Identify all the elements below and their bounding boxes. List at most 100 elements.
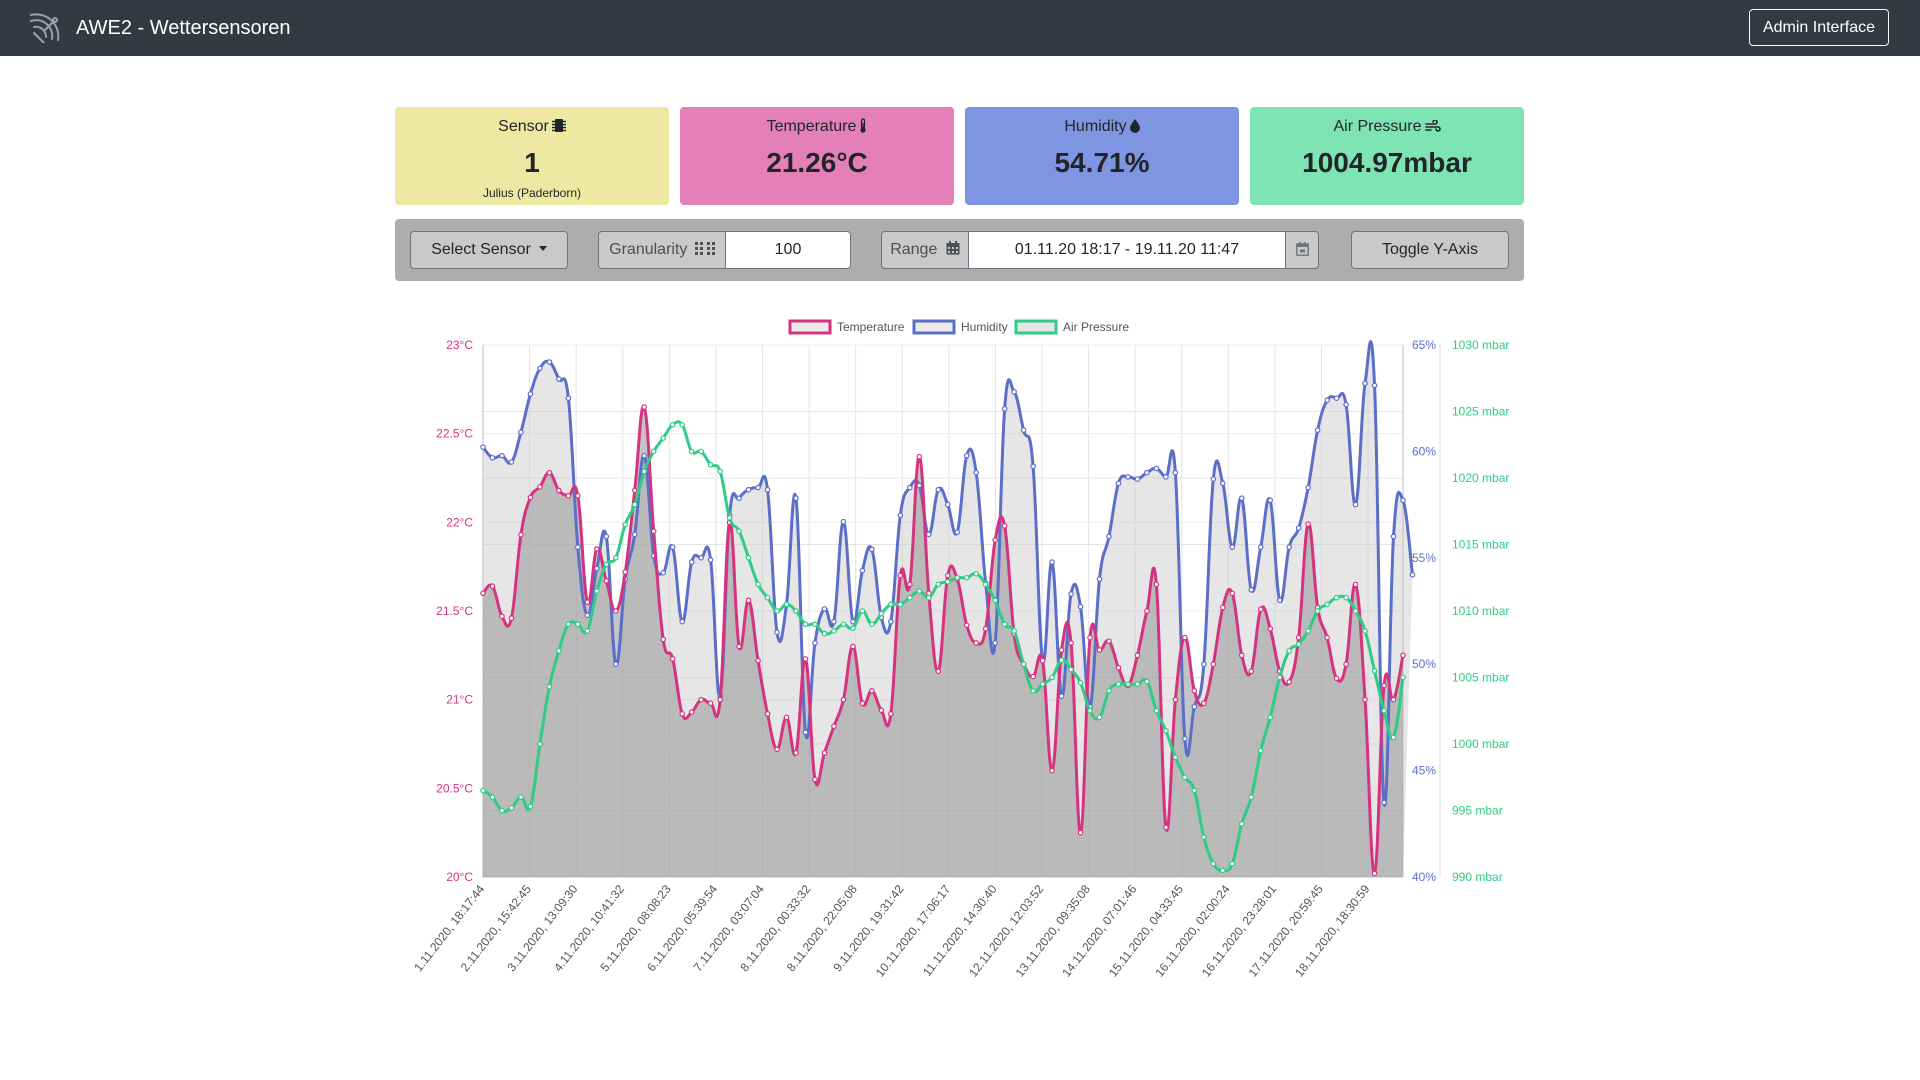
data-point-air-pressure bbox=[1248, 794, 1255, 801]
data-point-temperature bbox=[1087, 634, 1093, 641]
app-title[interactable]: AWE2 - Wettersensoren bbox=[76, 17, 291, 39]
x-tick-label: 8.11.2020, 00:33:32 bbox=[737, 882, 813, 974]
data-point-air-pressure bbox=[1201, 834, 1207, 840]
select-sensor-dropdown[interactable]: Select Sensor bbox=[410, 231, 568, 269]
data-point-humidity bbox=[1020, 427, 1027, 433]
data-point-air-pressure bbox=[992, 597, 998, 604]
data-point-humidity bbox=[1182, 735, 1188, 742]
data-point-temperature bbox=[641, 404, 648, 410]
data-point-air-pressure bbox=[1362, 628, 1368, 634]
granularity-addon: Granularity bbox=[598, 231, 726, 269]
calendar-icon bbox=[946, 241, 960, 255]
data-point-temperature bbox=[508, 615, 515, 621]
data-point-air-pressure bbox=[1125, 681, 1131, 687]
data-point-temperature bbox=[1305, 521, 1311, 527]
data-point-humidity bbox=[1238, 495, 1245, 502]
data-point-humidity bbox=[518, 429, 524, 436]
data-point-temperature bbox=[1134, 652, 1141, 659]
range-calendar-button[interactable] bbox=[1285, 231, 1319, 269]
data-point-air-pressure bbox=[821, 630, 828, 637]
data-point-temperature bbox=[707, 700, 714, 707]
data-point-humidity bbox=[698, 554, 704, 561]
data-point-air-pressure bbox=[1238, 820, 1245, 827]
data-point-temperature bbox=[1371, 870, 1378, 877]
data-point-air-pressure bbox=[1077, 680, 1084, 686]
satellite-dish-icon[interactable] bbox=[28, 13, 62, 43]
data-point-air-pressure bbox=[641, 468, 648, 475]
data-point-temperature bbox=[1153, 581, 1160, 588]
droplet-icon bbox=[1129, 119, 1140, 133]
y-tick-temperature: 23°C bbox=[446, 338, 473, 352]
data-point-air-pressure bbox=[1030, 687, 1036, 694]
data-point-temperature bbox=[973, 640, 979, 646]
data-point-humidity bbox=[1172, 469, 1179, 476]
data-point-temperature bbox=[698, 696, 704, 703]
x-tick-label: 9.11.2020, 19:31:42 bbox=[830, 882, 906, 974]
data-point-temperature bbox=[736, 643, 742, 650]
series-area-humidity bbox=[483, 341, 1413, 877]
data-point-air-pressure bbox=[518, 794, 524, 801]
data-point-temperature bbox=[1324, 634, 1330, 641]
y-tick-pressure: 1010 mbar bbox=[1452, 604, 1509, 618]
data-point-temperature bbox=[1077, 829, 1084, 836]
data-point-temperature bbox=[480, 590, 486, 597]
legend-label: Temperature bbox=[837, 320, 905, 334]
data-point-humidity bbox=[764, 486, 771, 493]
y-tick-humidity: 40% bbox=[1412, 870, 1436, 884]
data-point-temperature bbox=[764, 711, 771, 717]
data-point-temperature bbox=[1257, 606, 1264, 613]
data-point-humidity bbox=[745, 486, 752, 493]
toggle-y-axis-button[interactable]: Toggle Y-Axis bbox=[1351, 231, 1509, 269]
data-point-temperature bbox=[783, 714, 790, 721]
data-point-humidity bbox=[499, 452, 505, 459]
data-point-humidity bbox=[774, 629, 780, 636]
y-tick-pressure: 1005 mbar bbox=[1452, 671, 1509, 685]
data-point-air-pressure bbox=[982, 581, 989, 588]
range-input[interactable]: 01.11.20 18:17 - 19.11.20 11:47 bbox=[968, 231, 1286, 269]
x-tick-label: 2.11.2020, 15:42:45 bbox=[458, 882, 534, 974]
data-point-humidity bbox=[480, 444, 486, 450]
data-point-air-pressure bbox=[527, 803, 534, 810]
data-point-air-pressure bbox=[944, 578, 951, 585]
data-point-air-pressure bbox=[1049, 674, 1055, 681]
data-point-air-pressure bbox=[1106, 687, 1112, 694]
data-point-air-pressure bbox=[631, 501, 638, 508]
data-point-air-pressure bbox=[603, 561, 610, 568]
data-point-air-pressure bbox=[897, 601, 904, 608]
y-tick-pressure: 995 mbar bbox=[1452, 804, 1503, 818]
data-point-humidity bbox=[925, 531, 932, 538]
data-point-temperature bbox=[745, 597, 752, 604]
data-point-humidity bbox=[622, 576, 629, 582]
data-point-temperature bbox=[726, 519, 733, 526]
data-point-temperature bbox=[1314, 604, 1321, 611]
series-line-humidity bbox=[481, 340, 1414, 807]
data-point-temperature bbox=[1267, 625, 1274, 632]
granularity-input[interactable]: 100 bbox=[725, 231, 851, 269]
data-point-temperature bbox=[1115, 664, 1122, 671]
data-point-air-pressure bbox=[565, 621, 572, 628]
data-point-air-pressure bbox=[679, 421, 685, 428]
data-point-temperature bbox=[755, 657, 761, 664]
x-tick-label: 4.11.2020, 10:41:32 bbox=[551, 882, 627, 974]
data-point-humidity bbox=[537, 365, 543, 372]
data-point-air-pressure bbox=[1343, 594, 1349, 601]
data-point-temperature bbox=[1343, 661, 1349, 668]
data-point-humidity bbox=[869, 546, 875, 553]
data-point-temperature bbox=[489, 583, 496, 589]
data-point-air-pressure bbox=[1011, 628, 1017, 634]
data-point-humidity bbox=[1229, 544, 1236, 550]
data-point-air-pressure bbox=[1257, 747, 1264, 754]
data-point-temperature bbox=[963, 622, 970, 628]
data-point-temperature bbox=[859, 700, 866, 707]
data-point-air-pressure bbox=[963, 574, 970, 581]
data-point-humidity bbox=[1362, 380, 1368, 387]
x-tick-label: 5.11.2020, 08:08:23 bbox=[597, 882, 673, 974]
data-point-temperature bbox=[925, 590, 932, 597]
data-point-humidity bbox=[1295, 525, 1302, 531]
x-tick-label: 11.11.2020, 14:30:40 bbox=[920, 882, 1000, 979]
sensor-card-value: 1 bbox=[524, 147, 540, 178]
data-point-humidity bbox=[1068, 591, 1074, 597]
data-point-air-pressure bbox=[556, 648, 562, 654]
data-point-humidity bbox=[650, 552, 657, 559]
admin-interface-button[interactable]: Admin Interface bbox=[1749, 9, 1889, 46]
